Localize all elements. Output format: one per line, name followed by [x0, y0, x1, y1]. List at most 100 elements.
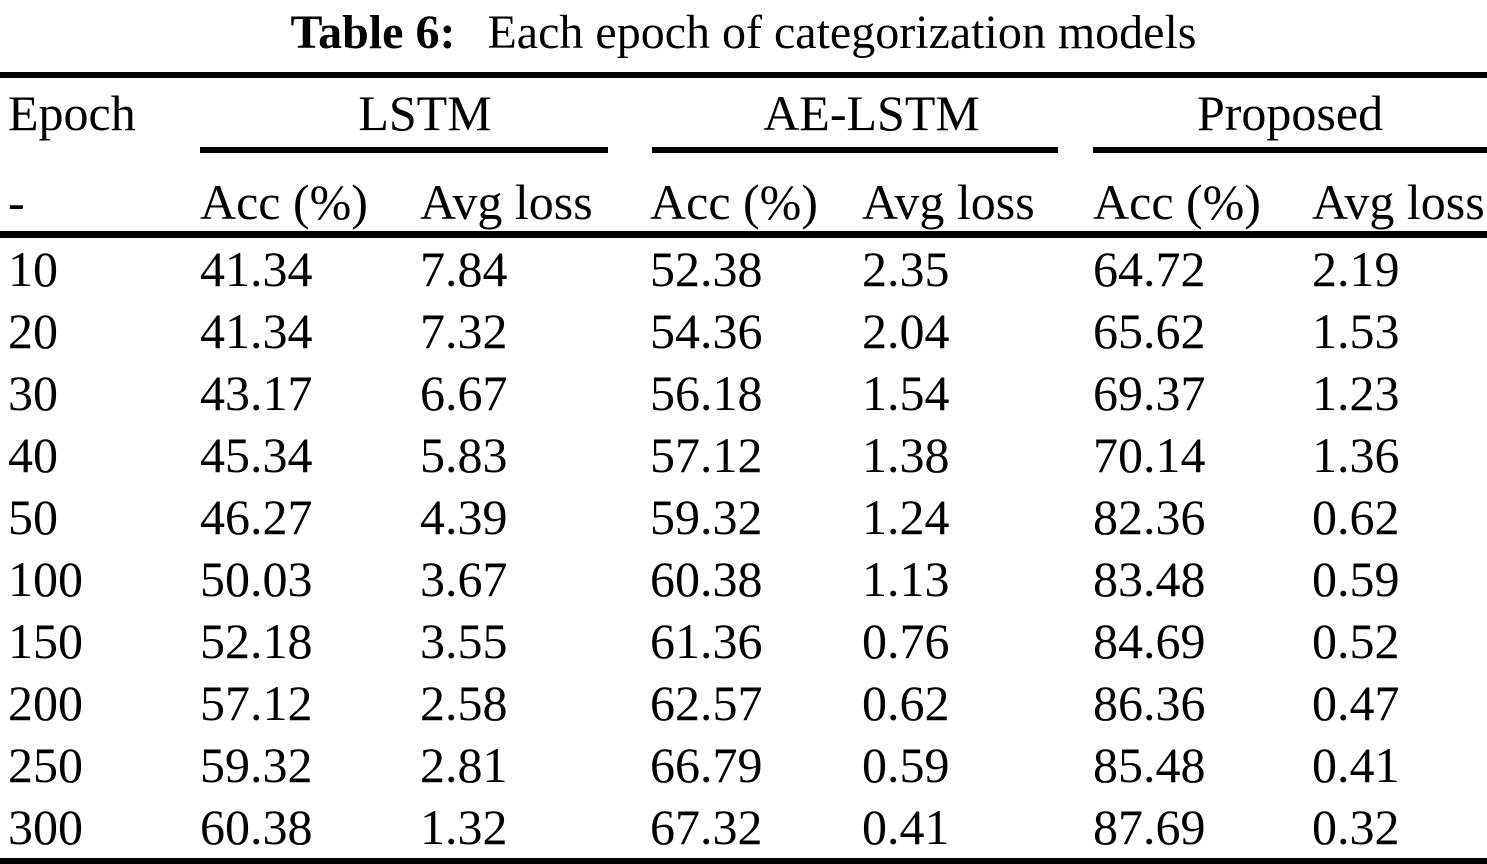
proposed-acc-cell: 69.37 [1093, 365, 1206, 421]
proposed-loss-cell: 0.62 [1312, 489, 1400, 545]
epoch-cell: 200 [8, 675, 83, 731]
proposed-loss-cell: 1.53 [1312, 303, 1400, 359]
epoch-cell: 300 [8, 799, 83, 855]
proposed-acc-cell: 64.72 [1093, 241, 1206, 297]
lstm-acc-cell: 41.34 [200, 241, 313, 297]
table-row: 300 60.38 1.32 67.32 0.41 87.69 0.32 [0, 796, 1487, 861]
lstm-acc-cell: 45.34 [200, 427, 313, 483]
proposed-group-rule [1093, 147, 1487, 153]
table-row: 250 59.32 2.81 66.79 0.59 85.48 0.41 [0, 734, 1487, 796]
lstm-acc-cell: 59.32 [200, 737, 313, 793]
table-body: 10 41.34 7.84 52.38 2.35 64.72 2.19 20 4… [0, 235, 1487, 862]
group-header-lstm: LSTM [358, 84, 492, 141]
lstm-loss-cell: 7.32 [420, 303, 508, 359]
table-row: 20 41.34 7.32 54.36 2.04 65.62 1.53 [0, 300, 1487, 362]
proposed-acc-cell: 84.69 [1093, 613, 1206, 669]
epoch-cell: 100 [8, 551, 83, 607]
group-header-proposed: Proposed [1196, 84, 1384, 141]
epoch-cell: 50 [8, 489, 58, 545]
group-rule-row [0, 147, 1487, 173]
lstm-loss-cell: 2.58 [420, 675, 508, 731]
epoch-cell: 150 [8, 613, 83, 669]
results-table: Epoch LSTM AE-LSTM Proposed - Acc (%) Av… [0, 72, 1487, 864]
ae-lstm-loss-subheader: Avg loss [862, 173, 1094, 238]
proposed-acc-cell: 86.36 [1093, 675, 1206, 731]
group-header-ae-lstm: AE-LSTM [763, 84, 980, 141]
lstm-loss-cell: 1.32 [420, 799, 508, 855]
lstm-acc-subheader: Acc (%) [200, 173, 420, 238]
ae-lstm-loss-cell: 1.13 [862, 551, 950, 607]
proposed-loss-cell: 2.19 [1312, 241, 1400, 297]
proposed-loss-cell: 0.41 [1312, 737, 1400, 793]
lstm-loss-cell: 2.81 [420, 737, 508, 793]
proposed-loss-cell: 0.52 [1312, 613, 1400, 669]
ae-lstm-acc-cell: 52.38 [650, 241, 763, 297]
ae-lstm-loss-cell: 0.59 [862, 737, 950, 793]
proposed-acc-cell: 65.62 [1093, 303, 1206, 359]
lstm-acc-cell: 50.03 [200, 551, 313, 607]
lstm-acc-cell: 46.27 [200, 489, 313, 545]
ae-lstm-acc-cell: 62.57 [650, 675, 763, 731]
ae-lstm-acc-cell: 57.12 [650, 427, 763, 483]
epoch-subheader: - [0, 173, 200, 238]
table-caption: Table 6: Each epoch of categorization mod… [0, 0, 1487, 72]
table-row: 100 50.03 3.67 60.38 1.13 83.48 0.59 [0, 548, 1487, 610]
proposed-loss-cell: 1.36 [1312, 427, 1400, 483]
table-row: 30 43.17 6.67 56.18 1.54 69.37 1.23 [0, 362, 1487, 424]
ae-lstm-loss-cell: 1.54 [862, 365, 950, 421]
ae-lstm-acc-subheader: Acc (%) [650, 173, 863, 238]
ae-lstm-group-rule [652, 147, 1059, 153]
epoch-cell: 10 [8, 241, 58, 297]
epoch-cell: 30 [8, 365, 58, 421]
ae-lstm-acc-cell: 61.36 [650, 613, 763, 669]
proposed-acc-cell: 85.48 [1093, 737, 1206, 793]
ae-lstm-loss-cell: 0.76 [862, 613, 950, 669]
caption-text: Each epoch of categorization models [487, 6, 1197, 59]
proposed-loss-cell: 1.23 [1312, 365, 1400, 421]
lstm-loss-cell: 7.84 [420, 241, 508, 297]
lstm-acc-cell: 60.38 [200, 799, 313, 855]
proposed-acc-subheader: Acc (%) [1093, 173, 1313, 238]
table-row: 50 46.27 4.39 59.32 1.24 82.36 0.62 [0, 486, 1487, 548]
proposed-loss-cell: 0.32 [1312, 799, 1400, 855]
ae-lstm-acc-cell: 66.79 [650, 737, 763, 793]
ae-lstm-loss-cell: 2.04 [862, 303, 950, 359]
ae-lstm-loss-cell: 0.41 [862, 799, 950, 855]
lstm-loss-cell: 3.55 [420, 613, 508, 669]
table-row: 150 52.18 3.55 61.36 0.76 84.69 0.52 [0, 610, 1487, 672]
table-row: 10 41.34 7.84 52.38 2.35 64.72 2.19 [0, 235, 1487, 301]
proposed-acc-cell: 82.36 [1093, 489, 1206, 545]
ae-lstm-loss-cell: 0.62 [862, 675, 950, 731]
proposed-acc-cell: 70.14 [1093, 427, 1206, 483]
subheader-row: - Acc (%) Avg loss Acc (%) Avg loss Acc … [0, 173, 1487, 238]
rule-spacer [0, 147, 200, 173]
lstm-loss-cell: 5.83 [420, 427, 508, 483]
lstm-acc-cell: 43.17 [200, 365, 313, 421]
ae-lstm-acc-cell: 54.36 [650, 303, 763, 359]
ae-lstm-loss-cell: 1.24 [862, 489, 950, 545]
ae-lstm-loss-cell: 1.38 [862, 427, 950, 483]
lstm-acc-cell: 41.34 [200, 303, 313, 359]
caption-label: Table 6: [290, 6, 456, 59]
lstm-group-rule [200, 147, 609, 153]
table-row: 200 57.12 2.58 62.57 0.62 86.36 0.47 [0, 672, 1487, 734]
lstm-loss-cell: 3.67 [420, 551, 508, 607]
ae-lstm-acc-cell: 59.32 [650, 489, 763, 545]
ae-lstm-acc-cell: 67.32 [650, 799, 763, 855]
ae-lstm-acc-cell: 60.38 [650, 551, 763, 607]
lstm-loss-cell: 4.39 [420, 489, 508, 545]
proposed-loss-cell: 0.59 [1312, 551, 1400, 607]
epoch-cell: 20 [8, 303, 58, 359]
epoch-cell: 40 [8, 427, 58, 483]
ae-lstm-loss-cell: 2.35 [862, 241, 950, 297]
proposed-acc-cell: 83.48 [1093, 551, 1206, 607]
ae-lstm-acc-cell: 56.18 [650, 365, 763, 421]
lstm-acc-cell: 57.12 [200, 675, 313, 731]
group-header-row: Epoch LSTM AE-LSTM Proposed [0, 75, 1487, 147]
proposed-loss-subheader: Avg loss [1312, 173, 1487, 238]
epoch-header: Epoch [8, 84, 136, 141]
lstm-loss-subheader: Avg loss [420, 173, 651, 238]
lstm-loss-cell: 6.67 [420, 365, 508, 421]
epoch-cell: 250 [8, 737, 83, 793]
